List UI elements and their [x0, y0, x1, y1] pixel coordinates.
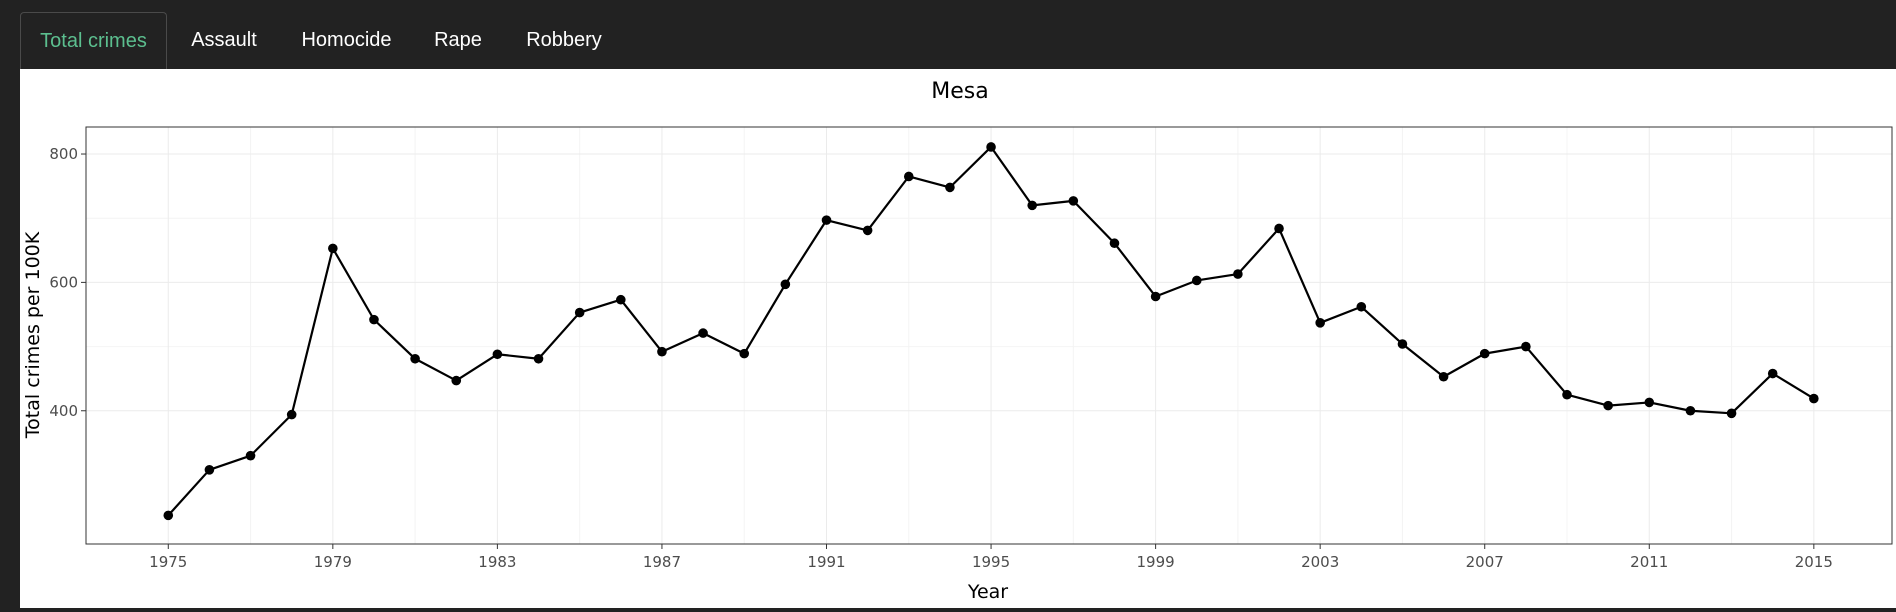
tab-bar: Total crimes Assault Homocide Rape Robbe… — [0, 0, 1896, 69]
x-tick-label: 1983 — [478, 553, 516, 571]
data-point — [245, 450, 256, 461]
data-point — [328, 243, 338, 254]
chart-panel: Mesa 1975 1979 1983 1987 1991 1995 1999 2003 200… — [20, 69, 1896, 608]
y-axis-label: Total crimes per 100K — [22, 231, 44, 439]
x-tick-label: 1999 — [1137, 553, 1175, 571]
y-tick-label: 400 — [49, 402, 78, 420]
chart-title: Mesa — [931, 79, 988, 104]
y-axis-ticks: 400 600 800 — [49, 145, 86, 420]
tab-label: Robbery — [526, 29, 602, 51]
x-axis-ticks: 1975 1979 1983 1987 1991 1995 1999 2003 2007 2011… — [149, 544, 1833, 571]
data-point — [986, 142, 996, 152]
data-point — [163, 510, 174, 521]
data-point — [286, 409, 297, 420]
x-tick-label: 2007 — [1466, 553, 1504, 571]
data-point — [1027, 200, 1037, 211]
x-tick-label: 1991 — [807, 553, 845, 571]
data-point — [1438, 371, 1449, 382]
data-point — [204, 465, 215, 475]
data-point — [1274, 223, 1284, 234]
data-point — [1150, 291, 1161, 302]
data-point — [369, 314, 379, 325]
y-tick-label: 600 — [49, 273, 78, 291]
data-point — [410, 353, 420, 364]
data-point — [1109, 238, 1120, 249]
x-tick-label: 1979 — [314, 553, 352, 571]
tab-label: Assault — [191, 29, 257, 51]
tab-label: Total crimes — [40, 29, 147, 52]
x-axis-label: Year — [967, 581, 1008, 603]
x-tick-label: 1995 — [972, 553, 1010, 571]
x-tick-label: 2003 — [1301, 553, 1339, 571]
data-point — [1685, 405, 1696, 416]
data-point — [1068, 196, 1079, 206]
data-point — [698, 328, 708, 338]
data-point — [780, 279, 791, 290]
data-point — [821, 215, 832, 225]
data-point — [1479, 348, 1490, 359]
tab-robbery[interactable]: Robbery — [513, 12, 615, 69]
data-point — [1767, 368, 1778, 379]
data-point — [1521, 341, 1531, 352]
tab-total-crimes[interactable]: Total crimes — [20, 12, 167, 69]
data-point — [1603, 400, 1613, 411]
data-point — [1315, 318, 1325, 328]
data-point — [492, 349, 503, 360]
series-layer — [163, 142, 1819, 521]
data-point — [533, 353, 544, 364]
y-tick-label: 800 — [49, 145, 78, 163]
data-point — [1562, 389, 1572, 400]
data-point — [1397, 339, 1408, 349]
x-tick-label: 1987 — [643, 553, 681, 571]
data-point — [903, 171, 914, 182]
tab-label: Rape — [434, 29, 482, 51]
data-point — [451, 375, 462, 386]
x-tick-label: 1975 — [149, 553, 187, 571]
data-point — [1644, 397, 1655, 408]
data-point — [945, 182, 955, 193]
tab-homocide[interactable]: Homocide — [291, 12, 402, 69]
data-point — [1356, 301, 1367, 312]
data-point — [574, 307, 585, 318]
data-point — [862, 225, 873, 236]
grid-lines — [86, 127, 1892, 544]
data-point — [739, 348, 750, 359]
line-chart: Mesa 1975 1979 1983 1987 1991 1995 1999 2003 200… — [22, 79, 1893, 603]
data-point — [1809, 393, 1819, 404]
tab-assault[interactable]: Assault — [178, 12, 270, 69]
data-point — [1233, 269, 1243, 279]
data-point — [1726, 408, 1737, 419]
data-point — [657, 346, 667, 357]
x-tick-label: 2011 — [1630, 553, 1668, 571]
tab-label: Homocide — [301, 29, 392, 51]
data-point — [616, 294, 626, 305]
data-point — [1191, 275, 1202, 286]
plot-border — [85, 126, 1893, 545]
x-tick-label: 2015 — [1795, 553, 1833, 571]
tab-rape[interactable]: Rape — [426, 12, 490, 69]
